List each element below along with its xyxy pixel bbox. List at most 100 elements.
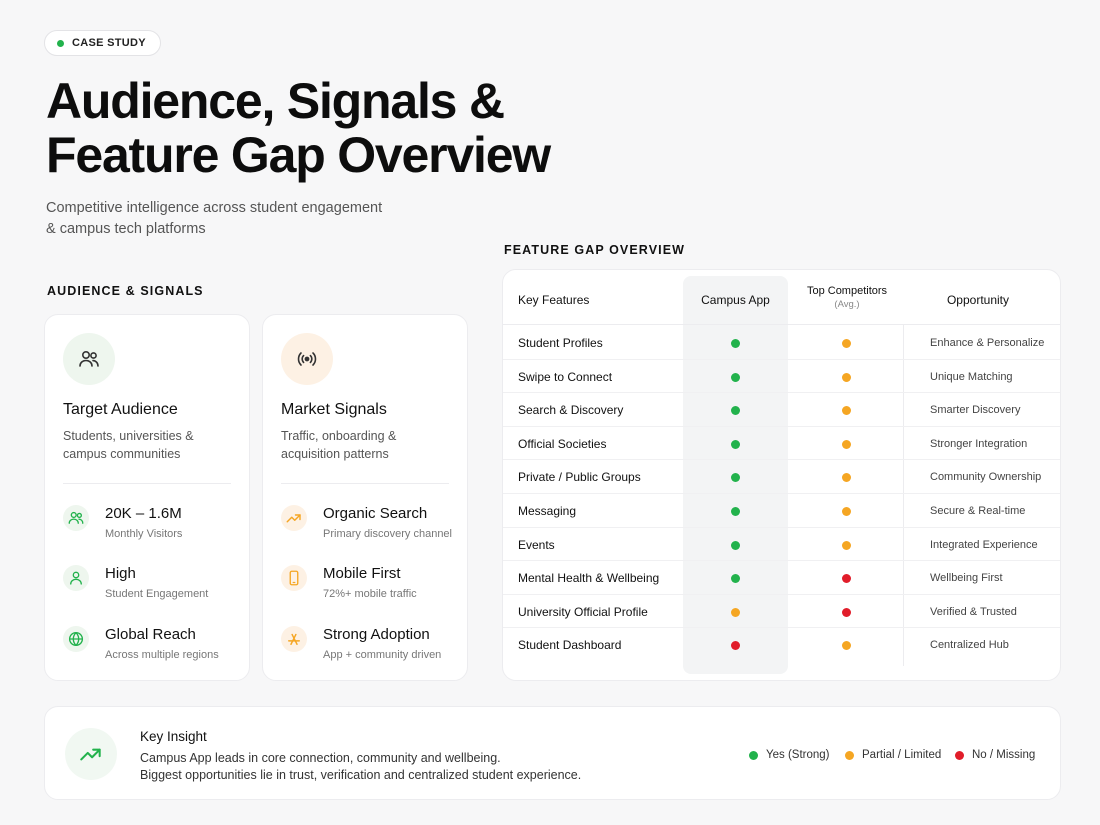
- opportunity-label: Wellbeing First: [930, 572, 1003, 585]
- divider: [63, 483, 231, 484]
- table-row: Student Profiles Enhance & Personalize: [503, 326, 1060, 360]
- metric-value: 20K – 1.6M: [105, 505, 182, 522]
- legend-dot-green: [749, 750, 758, 760]
- metric-value: Mobile First: [323, 565, 401, 582]
- campus-app-status-dot: [731, 473, 740, 483]
- metric-label: Student Engagement: [105, 588, 209, 600]
- table-row: Messaging Secure & Real-time: [503, 494, 1060, 528]
- opportunity-label: Enhance & Personalize: [930, 337, 1045, 349]
- metric-value: High: [105, 565, 136, 582]
- header-divider: [503, 324, 1060, 325]
- metric-label: 72%+ mobile traffic: [323, 588, 417, 600]
- card-description: Students, universities & campus communit…: [63, 427, 233, 463]
- metric-strong-adoption: Strong Adoption App + community driven: [281, 626, 457, 676]
- page-subtitle: Competitive intelligence across student …: [46, 198, 426, 240]
- campus-app-status-dot: [731, 574, 740, 584]
- mobile-icon: [281, 565, 307, 591]
- metric-mobile-first: Mobile First 72%+ mobile traffic: [281, 565, 457, 615]
- globe-icon: [63, 626, 89, 652]
- table-row: Student Dashboard Centralized Hub: [503, 628, 1060, 662]
- feature-name: Private / Public Groups: [518, 470, 641, 485]
- opportunity-label: Secure & Real-time: [930, 505, 1026, 517]
- legend-label: No / Missing: [972, 749, 1036, 761]
- trend-up-icon: [281, 505, 307, 531]
- metric-label: App + community driven: [323, 649, 442, 661]
- feature-name: Events: [518, 537, 555, 552]
- legend-dot-red: [955, 750, 964, 760]
- legend-label: Yes (Strong): [766, 749, 830, 761]
- campus-app-status-dot: [731, 439, 740, 449]
- card-title: Market Signals: [281, 401, 387, 418]
- campus-app-status-dot: [731, 339, 740, 348]
- insight-line-1: Campus App leads in core connection, com…: [140, 751, 501, 765]
- opportunity-label: Verified & Trusted: [930, 605, 1017, 618]
- insight-line-2: Biggest opportunities lie in trust, veri…: [140, 768, 582, 782]
- competitors-status-dot: [842, 540, 851, 550]
- feature-gap-section-label: FEATURE GAP OVERVIEW: [504, 243, 686, 257]
- table-row: Private / Public Groups Community Ownersh…: [503, 460, 1060, 494]
- opportunity-label: Community Ownership: [930, 471, 1042, 484]
- table-row: Search & Discovery Smarter Discovery: [503, 393, 1060, 427]
- campus-app-status-dot: [731, 372, 740, 382]
- table-row: Official Societies Stronger Integration: [503, 427, 1060, 461]
- card-desc-line: Students, universities &: [63, 429, 194, 443]
- campus-app-status-dot: [731, 507, 740, 516]
- header-competitors-label: Top Competitors: [806, 285, 888, 297]
- card-desc-line: acquisition patterns: [281, 447, 389, 461]
- card-desc-line: Traffic, onboarding &: [281, 429, 397, 443]
- feature-name: Mental Health & Wellbeing: [518, 571, 660, 586]
- title-line-2: Feature Gap Overview: [46, 127, 551, 183]
- feature-name: Swipe to Connect: [518, 369, 613, 384]
- page-title: Audience, Signals & Feature Gap Overview: [46, 74, 606, 182]
- competitors-status-dot: [842, 507, 851, 516]
- header-top-competitors: Top Competitors (Avg.): [792, 285, 902, 310]
- key-insight-panel: Key Insight Campus App leads in core con…: [44, 706, 1061, 800]
- legend-dot-amber: [845, 750, 854, 760]
- audience-section-label: AUDIENCE & SIGNALS: [47, 284, 204, 298]
- opportunity-label: Smarter Discovery: [930, 404, 1021, 417]
- metric-student-engagement: High Student Engagement: [63, 565, 239, 615]
- card-description: Traffic, onboarding & acquisition patter…: [281, 427, 451, 463]
- subtitle-line-2: & campus tech platforms: [46, 221, 206, 237]
- title-line-1: Audience, Signals &: [46, 73, 505, 129]
- legend-label: Partial / Limited: [862, 749, 942, 761]
- header-campus-app: Campus App: [701, 293, 770, 307]
- campus-app-status-dot: [731, 406, 740, 416]
- row-divider: [503, 392, 1060, 394]
- row-divider: [503, 492, 1060, 494]
- competitors-status-dot: [842, 439, 851, 449]
- metric-value: Global Reach: [105, 626, 196, 643]
- opportunity-label: Stronger Integration: [930, 437, 1028, 450]
- subtitle-line-1: Competitive intelligence across student …: [46, 200, 383, 216]
- metric-label: Monthly Visitors: [105, 528, 183, 540]
- legend-partial: Partial / Limited: [845, 749, 941, 761]
- metric-value: Strong Adoption: [323, 626, 430, 643]
- users-icon: [63, 505, 89, 531]
- metric-global-reach: Global Reach Across multiple regions: [63, 626, 239, 676]
- row-divider: [503, 560, 1060, 562]
- legend-no: No / Missing: [955, 749, 1035, 761]
- insight-title: Key Insight: [140, 729, 207, 744]
- feature-name: University Official Profile: [518, 604, 648, 619]
- users-icon: [63, 333, 115, 385]
- card-title: Target Audience: [63, 401, 178, 418]
- feature-name: Official Societies: [518, 436, 607, 451]
- table-row: University Official Profile Verified & Tr…: [503, 595, 1060, 629]
- campus-app-status-dot: [731, 607, 740, 617]
- opportunity-label: Centralized Hub: [930, 639, 1009, 652]
- legend-yes: Yes (Strong): [749, 749, 830, 761]
- card-desc-line: campus communities: [63, 447, 181, 461]
- row-divider: [503, 593, 1060, 595]
- campus-app-status-dot: [731, 540, 740, 550]
- column-divider: [903, 324, 904, 666]
- row-divider: [503, 627, 1060, 629]
- feature-name: Student Profiles: [518, 336, 603, 350]
- divider: [281, 483, 449, 484]
- table-row: Swipe to Connect Unique Matching: [503, 360, 1060, 394]
- feature-gap-table: Key Features Campus App Top Competitors …: [502, 269, 1061, 681]
- campus-app-status-dot: [731, 641, 740, 651]
- metric-label: Across multiple regions: [105, 649, 219, 661]
- competitors-status-dot: [842, 607, 851, 617]
- row-divider: [503, 425, 1060, 427]
- table-row: Mental Health & Wellbeing Wellbeing First: [503, 561, 1060, 595]
